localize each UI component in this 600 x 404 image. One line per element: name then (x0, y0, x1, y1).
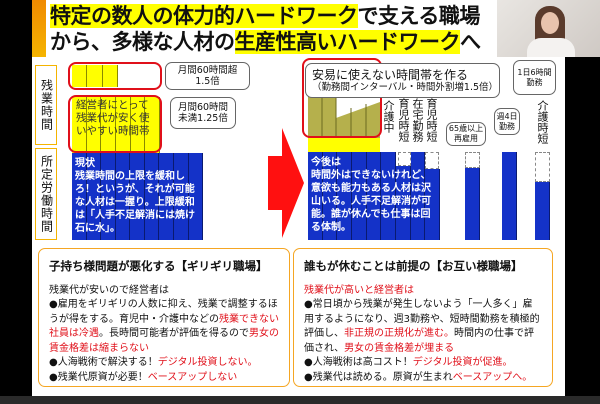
red-text: 非正規の正規化が進む。 (344, 328, 454, 339)
bar-65-rehire (465, 168, 480, 240)
red-text: ベースアップしない (147, 371, 238, 383)
text: ●人海戦術で解決する！ (49, 357, 158, 368)
title-line-1: 特定の数人の体力的ハードワークで支える職場 (50, 3, 480, 29)
yellow-strip (308, 138, 380, 152)
panel-intro: 残業代が安いので経営者は (49, 284, 169, 296)
label-care: 介護中 (382, 100, 395, 133)
text: ●残業代原資が必要！ (49, 371, 148, 383)
title-text: から、多様な人材の (50, 30, 235, 54)
callout-main-text: 安易に使えない時間帯を作る (312, 68, 469, 82)
label-childcare-short: 育児時短 (397, 98, 410, 142)
highlight-frame (302, 58, 382, 138)
current-state-text: 現状残業時間の上限を緩和しろ！というが、それが可能な人材は一握り。上限緩和は「人… (75, 157, 203, 235)
text: ●人海戦術は高コスト！ (304, 357, 413, 368)
callout-65-rehire: 65歳以上 再雇用 (446, 122, 486, 146)
text: 。長時間可能者が評価を得るので (99, 328, 249, 339)
label-care-short: 介護時短 (536, 100, 549, 144)
reduced-hours-gap (535, 152, 550, 182)
bottom-bar (0, 396, 600, 404)
panel-tight-workplace: 子持ち様問題が悪化する【ギリギリ職場】 残業代が安いので経営者は ●雇用をギリギ… (38, 248, 290, 387)
highlight-frame (68, 95, 162, 153)
olive-overtime-bars (308, 90, 380, 138)
current-state-title: 現状 (75, 158, 95, 169)
title-text: で支える職場 (357, 4, 481, 28)
callout-interval: 安易に使えない時間帯を作る （勤務間インターバル・時間外割増1.5倍） (305, 63, 500, 98)
title-accent-stripe (32, 0, 46, 57)
overtime-over60-bars (72, 65, 118, 87)
yellow-zone-text: 経営者にとって残業代が安く使いやすい時間帯 (76, 99, 150, 137)
bullet-3: ●残業代は読める。原資が生まれベースアップへ。 (304, 371, 542, 386)
bullet-3: ●残業代原資が必要！ベースアップしない (49, 371, 279, 386)
reduced-hours-gap (465, 152, 480, 168)
right-arrow-icon (268, 128, 304, 238)
bullet-2: ●人海戦術で解決する！デジタル投資しない。 (49, 356, 279, 371)
panel-heading: 子持ち様問題が悪化する【ギリギリ職場】 (49, 259, 268, 273)
future-state-title: 今後は (311, 157, 341, 168)
title-text: へ (460, 30, 481, 54)
bullet-1: ●常日頃から残業が発生しないよう「一人多く」雇用するようになり、週3勤務や、短時… (304, 298, 542, 356)
text: ●常日頃から残業が発生しないよう「一人多く」雇用するようになり、週3勤務や、短時… (304, 299, 540, 339)
callout-week4: 週4日 勤務 (494, 108, 520, 135)
current-state-body: 残業時間の上限を緩和しろ！というが、それが可能な人材は一握り。上限緩和は「人手不… (75, 171, 195, 234)
callout-6h: 1日6時間 勤務 (513, 60, 556, 95)
text: ●雇用をギリギリの人数に抑え、残業で調整するほうが得をする。育児中・介護中などの (49, 299, 278, 325)
bar-6h (535, 182, 550, 240)
reduced-hours-gap (425, 152, 439, 169)
bar-week4 (502, 152, 517, 240)
red-text: デジタル投資しない。 (157, 357, 258, 368)
text: ●残業代は読める。原資が生まれ (304, 371, 453, 383)
panel-heading: 誰もが休むことは前提の【お互い様職場】 (304, 259, 523, 273)
callout-under60: 月間60時間 未満1.25倍 (170, 97, 236, 129)
callout-sub-text: （勤務間インターバル・時間外割増1.5倍） (312, 82, 499, 93)
reduced-hours-gap (398, 152, 411, 166)
bullet-2: ●人海戦術は高コスト！デジタル投資が促進。 (304, 356, 542, 371)
title-highlight: 生産性高いハードワーク (234, 30, 460, 54)
label-overtime: 残業時間 (35, 65, 57, 145)
red-text: デジタル投資が促進。 (412, 357, 513, 368)
future-regular-bars (308, 152, 441, 240)
title-line-2: から、多様な人材の生産性高いハードワークへ (50, 29, 481, 55)
label-childcare-short-2: 育児時短 (425, 98, 438, 142)
overtime-under60-bars (72, 97, 161, 153)
title-highlight: 特定の数人の体力的ハードワーク (50, 4, 358, 28)
highlight-frame (68, 62, 162, 90)
regular-hours-bars (72, 153, 204, 240)
text: 時間内の仕事で評価され、 (304, 328, 534, 354)
presenter-webcam (497, 0, 600, 57)
future-state-text: 今後は時間外はできないけれど、意欲も能力もある人材は沢山いる。人手不足解消が可能… (311, 156, 439, 234)
red-text: ベースアップへ。 (452, 371, 533, 383)
label-remote: 在宅勤務 (411, 98, 424, 142)
panel-intro: 残業代が高いと経営者は (304, 284, 414, 296)
label-regular-hours: 所定労働時間 (35, 148, 57, 240)
red-text: 男女の賃金格差は縮まらない (49, 328, 279, 354)
red-text: 残業できない社員は冷遇 (49, 313, 279, 340)
red-text: 男女の賃金格差が埋まる (344, 342, 455, 354)
future-state-body: 時間外はできないけれど、意欲も能力もある人材は沢山いる。人手不足解消が可能。誰が… (311, 170, 431, 233)
callout-over60: 月間60時間超 1.5倍 (165, 62, 250, 90)
bullet-1: ●雇用をギリギリの人数に抑え、残業で調整するほうが得をする。育児中・介護中などの… (49, 298, 279, 356)
panel-mutual-workplace: 誰もが休むことは前提の【お互い様職場】 残業代が高いと経営者は ●常日頃から残業… (293, 248, 553, 387)
